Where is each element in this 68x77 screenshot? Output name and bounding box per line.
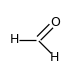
Text: H: H	[50, 51, 60, 64]
Text: O: O	[50, 16, 60, 29]
Text: H: H	[9, 33, 19, 46]
